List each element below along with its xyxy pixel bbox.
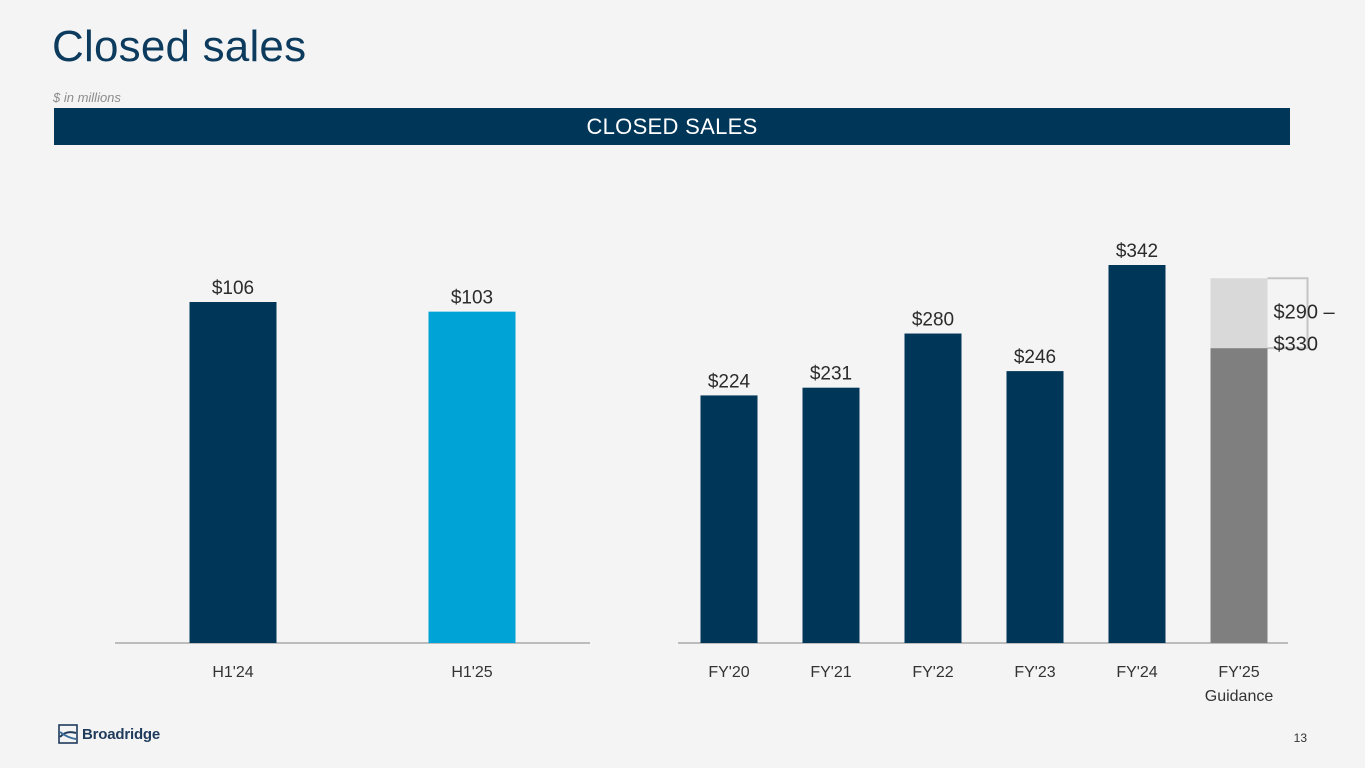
- broadridge-logo: Broadridge: [58, 724, 160, 744]
- units-subtitle: $ in millions: [53, 90, 121, 105]
- h1-category-label: H1'25: [451, 664, 492, 681]
- fy-bar: [1108, 265, 1166, 643]
- guidance-low-bar: [1210, 348, 1268, 643]
- fy-bar-value-label: $231: [810, 364, 852, 385]
- banner-label: CLOSED SALES: [586, 113, 758, 139]
- h1-bar-value-label: $103: [451, 288, 493, 309]
- fy-bar: [904, 333, 962, 643]
- logo-text: Broadridge: [82, 725, 161, 743]
- guidance-range-bar: [1210, 278, 1268, 349]
- fy-bar-value-label: $224: [708, 371, 751, 392]
- fy-category-label: FY'21: [810, 664, 851, 681]
- h1-bar: [428, 311, 516, 643]
- page-title: Closed sales: [52, 22, 307, 71]
- h1-category-label: H1'24: [212, 664, 253, 681]
- fy-bar-value-label: $342: [1116, 241, 1158, 262]
- fy-bar-value-label: $280: [912, 310, 954, 331]
- h1-bar-value-label: $106: [212, 278, 254, 299]
- guidance-range-bracket: [1267, 277, 1309, 350]
- broadridge-logo-icon: [58, 724, 78, 744]
- fy-category-label: Guidance: [1205, 688, 1274, 705]
- fy-category-label: FY'22: [912, 664, 953, 681]
- fy-category-label: FY'23: [1014, 664, 1055, 681]
- fy-bar-value-label: $246: [1014, 347, 1056, 368]
- fy-bar: [802, 387, 860, 643]
- guidance-range-label: $290 –: [1274, 301, 1336, 323]
- fy-bar: [1006, 371, 1064, 643]
- page-number: 13: [1293, 731, 1307, 745]
- guidance-range-label: $330: [1274, 333, 1319, 355]
- section-banner: CLOSED SALES: [54, 108, 1290, 145]
- fy-category-label: FY'20: [708, 664, 749, 681]
- fy-category-label: FY'25: [1218, 664, 1259, 681]
- h1-bar: [189, 302, 277, 643]
- fy-category-label: FY'24: [1116, 664, 1157, 681]
- fy-bar: [700, 395, 758, 643]
